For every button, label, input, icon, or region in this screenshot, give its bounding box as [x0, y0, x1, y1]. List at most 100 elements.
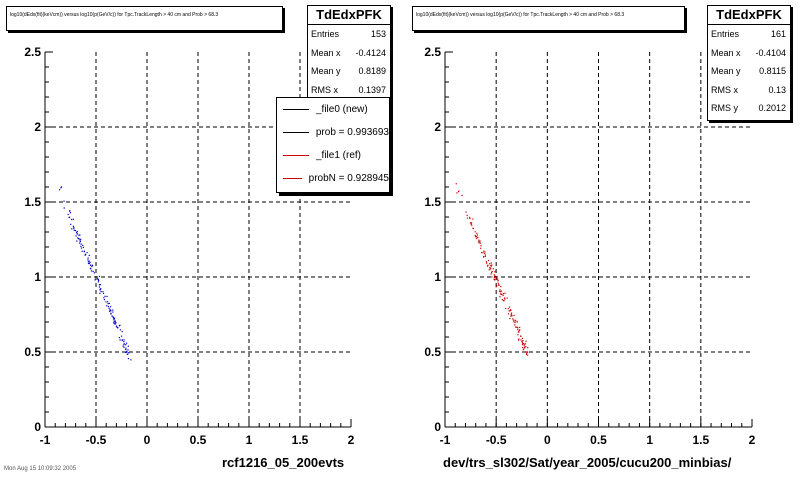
data-point [80, 238, 82, 241]
data-point [84, 253, 87, 255]
data-point [490, 265, 492, 267]
plot-title-left: log10(dEdx(fit)(keVcm)) versus log10(p(G… [6, 6, 283, 31]
data-point [84, 254, 86, 256]
data-point [475, 237, 478, 240]
data-point [510, 315, 512, 317]
data-point [75, 235, 77, 237]
data-point [87, 262, 90, 265]
x-tick-label: 1.5 [692, 433, 709, 447]
data-point [94, 279, 96, 281]
data-point [517, 328, 519, 331]
data-point [484, 255, 486, 258]
data-point [122, 345, 124, 347]
data-point [509, 310, 511, 312]
data-point [500, 285, 502, 288]
data-point [504, 298, 506, 300]
data-point [80, 245, 82, 247]
data-point [522, 343, 525, 345]
data-point [499, 289, 501, 291]
stats-row: Entries 153 [311, 29, 386, 39]
data-point [118, 336, 121, 339]
data-point [479, 242, 482, 244]
data-point [523, 345, 525, 347]
scatter-plot-left: -1 -0.5 0 0.5 1 1.5 2 0 0.5 1 1.5 2 2.5 [24, 45, 354, 447]
data-point [519, 329, 521, 331]
data-point [470, 222, 473, 224]
data-point [458, 190, 460, 192]
data-point [116, 326, 118, 328]
data-point [92, 270, 94, 273]
data-point [512, 318, 514, 320]
data-point [76, 230, 78, 233]
data-point [489, 268, 491, 270]
data-point [130, 359, 132, 361]
data-point [113, 322, 115, 324]
data-point [104, 295, 106, 297]
data-point [521, 342, 524, 344]
data-point [118, 325, 121, 327]
data-point [465, 211, 467, 213]
data-point [126, 350, 128, 353]
y-tick-label: 2 [34, 120, 41, 134]
y-tick-label: 0 [434, 420, 441, 434]
data-point [117, 327, 119, 329]
data-point [88, 262, 90, 265]
data-point [469, 222, 471, 224]
data-point [106, 295, 108, 298]
data-point [474, 234, 476, 236]
data-point [77, 238, 80, 240]
legend-entry: probN = 0.928945 [277, 167, 389, 190]
x-tick-label: -0.5 [486, 433, 507, 447]
data-point [512, 319, 515, 321]
data-point [490, 273, 492, 275]
data-point [501, 299, 504, 301]
data-point [470, 223, 472, 225]
data-point [93, 272, 95, 274]
data-point [472, 227, 474, 230]
data-point [123, 346, 125, 348]
data-point [82, 246, 84, 249]
data-point [127, 349, 129, 351]
data-point [80, 247, 83, 249]
data-point [490, 262, 492, 264]
data-point [466, 217, 469, 219]
data-point [114, 323, 116, 325]
data-point [70, 218, 73, 221]
data-point [490, 271, 493, 274]
data-point [492, 268, 494, 270]
stats-box-left: TdEdxPFK Entries 153 Mean x -0.4124 Mean y… [307, 5, 391, 103]
data-point [115, 322, 117, 324]
scatter-plot-right: -1 -0.5 0 0.5 1 1.5 2 0 0.5 1 1.5 2 2.5 [424, 45, 756, 447]
data-point [60, 186, 63, 188]
data-point [100, 288, 102, 290]
data-point [73, 226, 75, 228]
plot-title-right: log10(dEdx(fit)(keVcm)) versus log10(p(G… [412, 6, 685, 31]
x-tick-label: 2 [749, 433, 756, 447]
data-point [111, 315, 113, 317]
x-tick-label: -1 [440, 433, 451, 447]
data-point [509, 317, 511, 320]
y-tick-label: 2.5 [424, 45, 441, 59]
data-point [483, 250, 485, 252]
data-point [125, 342, 128, 344]
data-point [510, 314, 513, 316]
data-point [487, 264, 489, 266]
data-point [109, 306, 112, 308]
data-point [99, 284, 101, 286]
x-tick-label: 1.5 [292, 433, 309, 447]
data-point [469, 217, 471, 220]
data-point [121, 331, 123, 333]
data-point [514, 319, 516, 321]
data-point [498, 284, 500, 287]
data-point [490, 267, 492, 269]
data-point [508, 310, 510, 312]
data-point [119, 339, 121, 341]
data-point [495, 270, 497, 272]
data-point [521, 341, 523, 343]
data-point [72, 218, 74, 220]
data-point [114, 320, 116, 322]
data-point [113, 318, 115, 320]
data-point [520, 335, 522, 338]
data-point [108, 302, 110, 305]
data-point [478, 241, 480, 243]
